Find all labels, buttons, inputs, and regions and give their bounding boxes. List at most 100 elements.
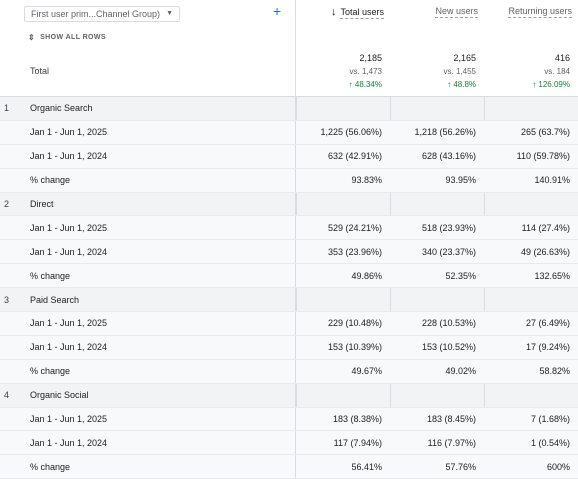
metric-cell: 140.91%	[534, 175, 570, 186]
table-row: Jan 1 - Jun 1, 2025 1,225 (56.06%) 1,218 …	[0, 120, 578, 145]
metric-cell: 1 (0.54%)	[530, 437, 570, 448]
total-compare: vs. 184	[544, 67, 570, 76]
column-header-new-users[interactable]: New users 2,165 vs. 1,455 ↑ 48.8%	[390, 0, 484, 96]
row-label: Jan 1 - Jun 1, 2024	[30, 151, 108, 162]
metric-cell: 17 (9.24%)	[525, 342, 570, 353]
sort-descending-icon: ↓	[330, 6, 337, 18]
row-label: Jan 1 - Jun 1, 2024	[30, 437, 108, 448]
group-name[interactable]: Paid Search	[30, 294, 80, 305]
dimension-header: First user prim...Channel Group) ▼ + ⇕ S…	[0, 0, 295, 96]
metric-cell: 114 (27.4%)	[521, 222, 570, 233]
metric-cell: 93.83%	[351, 175, 382, 186]
metric-cell: 1,225 (56.06%)	[320, 127, 382, 138]
table-row: Jan 1 - Jun 1, 2024 353 (23.96%) 340 (23.…	[0, 240, 578, 265]
metric-cell: 116 (7.97%)	[427, 437, 476, 448]
metric-cell: 27 (6.49%)	[525, 318, 570, 329]
add-dimension-icon[interactable]: +	[273, 3, 282, 19]
row-label: Jan 1 - Jun 1, 2024	[30, 246, 108, 257]
metric-cell: 183 (8.45%)	[426, 414, 476, 425]
metric-cell: 49.86%	[351, 270, 382, 281]
metric-cell: 153 (10.39%)	[327, 342, 382, 353]
group-name[interactable]: Organic Social	[30, 390, 89, 401]
table-body: 1 Organic Search Jan 1 - Jun 1, 2025 1,22…	[0, 97, 578, 479]
table-row: Jan 1 - Jun 1, 2025 183 (8.38%) 183 (8.45…	[0, 407, 578, 432]
metric-cell: 58.82%	[539, 366, 570, 377]
group-row: 1 Organic Search	[0, 97, 578, 121]
row-label: Jan 1 - Jun 1, 2025	[30, 127, 108, 138]
total-compare: vs. 1,473	[349, 67, 382, 76]
column-header-total-users[interactable]: ↓ Total users 2,185 vs. 1,473 ↑ 48.34%	[296, 0, 390, 96]
metric-cell: 628 (43.16%)	[421, 151, 476, 162]
table-row: Jan 1 - Jun 1, 2025 229 (10.48%) 228 (10.…	[0, 312, 578, 336]
table-row: % change 93.83% 93.95% 140.91%	[0, 168, 578, 193]
group-row: 3 Paid Search	[0, 288, 578, 313]
column-header-returning-users[interactable]: Returning users 416 vs. 184 ↑ 126.09%	[484, 0, 578, 96]
metric-cell: 353 (23.96%)	[327, 246, 382, 257]
metric-cell: 228 (10.53%)	[421, 318, 476, 329]
row-label: Jan 1 - Jun 1, 2025	[30, 318, 108, 329]
metric-cell: 229 (10.48%)	[327, 318, 382, 329]
total-change: ↑ 48.8%	[447, 80, 476, 89]
row-label: Jan 1 - Jun 1, 2024	[30, 342, 108, 353]
metric-cell: 529 (24.21%)	[327, 222, 382, 233]
metric-cell: 1,218 (56.26%)	[414, 127, 476, 138]
table-row: % change 49.86% 52.35% 132.65%	[0, 264, 578, 289]
show-all-rows-label: SHOW ALL ROWS	[40, 34, 106, 41]
total-value: 416	[554, 53, 570, 63]
row-label: Jan 1 - Jun 1, 2025	[30, 414, 108, 425]
total-change: ↑ 48.34%	[348, 80, 382, 89]
metric-cell: 49 (26.63%)	[520, 246, 570, 257]
column-title-text: Total users	[340, 7, 384, 17]
table-row: Jan 1 - Jun 1, 2025 529 (24.21%) 518 (23.…	[0, 216, 578, 241]
group-number: 4	[4, 390, 10, 401]
metric-cell: 600%	[546, 461, 570, 472]
unfold-icon: ⇕	[28, 33, 36, 42]
column-title[interactable]: New users	[435, 6, 478, 16]
total-value: 2,185	[359, 53, 382, 63]
table-row: Jan 1 - Jun 1, 2024 153 (10.39%) 153 (10.…	[0, 335, 578, 360]
table-row: Jan 1 - Jun 1, 2024 632 (42.91%) 628 (43.…	[0, 144, 578, 169]
total-label: Total	[30, 66, 50, 76]
column-title[interactable]: Returning users	[508, 6, 572, 16]
group-name[interactable]: Direct	[30, 199, 54, 209]
metric-cell: 132.65%	[534, 270, 570, 281]
total-value: 2,165	[453, 53, 476, 63]
metric-cell: 117 (7.94%)	[333, 437, 382, 448]
row-label: % change	[30, 461, 71, 472]
table-row: % change 56.41% 57.76% 600%	[0, 455, 578, 479]
group-row: 2 Direct	[0, 192, 578, 217]
metric-cell: 57.76%	[445, 461, 476, 472]
metric-cell: 7 (1.68%)	[530, 414, 570, 425]
metric-cell: 56.41%	[351, 461, 382, 472]
group-number: 1	[4, 103, 10, 114]
metric-cell: 518 (23.93%)	[421, 222, 476, 233]
metric-cell: 52.35%	[445, 270, 476, 281]
row-label: Jan 1 - Jun 1, 2025	[30, 222, 108, 233]
group-number: 3	[4, 294, 10, 305]
metric-cell: 265 (63.7%)	[520, 127, 570, 138]
row-label: % change	[30, 175, 71, 186]
dimension-select[interactable]: First user prim...Channel Group) ▼	[24, 6, 180, 22]
table-header: First user prim...Channel Group) ▼ + ⇕ S…	[0, 0, 578, 97]
group-row: 4 Organic Social	[0, 383, 578, 408]
metric-cell: 93.95%	[445, 175, 476, 186]
total-change: ↑ 126.09%	[532, 80, 570, 89]
table-row: Jan 1 - Jun 1, 2024 117 (7.94%) 116 (7.97…	[0, 431, 578, 456]
dimension-select-label: First user prim...Channel Group)	[31, 9, 161, 19]
metric-cell: 340 (23.37%)	[421, 246, 476, 257]
metric-cell: 183 (8.38%)	[332, 414, 382, 425]
table-row: % change 49.67% 49.02% 58.82%	[0, 359, 578, 384]
metric-cell: 49.02%	[445, 366, 476, 377]
group-number: 2	[4, 199, 10, 209]
chevron-down-icon: ▼	[166, 10, 173, 17]
metric-cell: 153 (10.52%)	[421, 342, 476, 353]
row-label: % change	[30, 270, 71, 281]
total-compare: vs. 1,455	[443, 67, 476, 76]
metric-cell: 632 (42.91%)	[327, 151, 382, 162]
column-title[interactable]: ↓ Total users	[331, 6, 384, 18]
group-name[interactable]: Organic Search	[30, 103, 93, 114]
metric-cell: 49.67%	[351, 366, 382, 377]
show-all-rows-button[interactable]: ⇕ SHOW ALL ROWS	[28, 33, 106, 42]
metric-cell: 110 (59.78%)	[516, 151, 570, 162]
